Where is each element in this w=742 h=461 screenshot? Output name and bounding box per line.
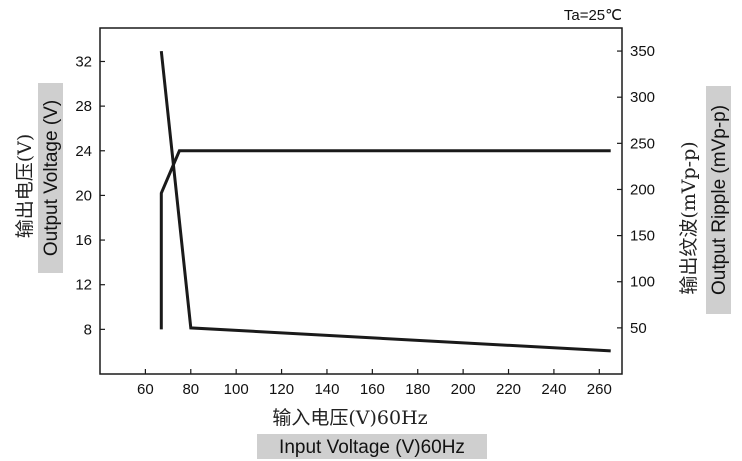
x-tick-label: 100 [224,381,249,398]
x-axis-ticks: 60 80 100 120 140 160 180 200 220 240 260 [137,369,612,398]
y-axis-left-label-en-highlight [38,83,63,273]
x-tick-label: 80 [182,381,199,398]
x-tick-label: 180 [405,381,430,398]
x-tick-label: 220 [496,381,521,398]
x-axis-label-en: Input Voltage (V)60Hz [279,437,465,458]
y-right-tick-label: 250 [630,135,655,152]
y-right-tick-label: 150 [630,228,655,245]
y-right-tick-label: 100 [630,274,655,291]
y-axis-right-ticks: 50 100 150 200 250 300 350 [617,43,655,337]
series-line-voltage [159,149,611,330]
annotation-temperature: Ta=25℃ [564,7,622,24]
x-tick-label: 200 [451,381,476,398]
series-line-ripple [159,50,611,353]
x-tick-label: 140 [314,381,339,398]
y-left-tick-label: 16 [75,232,92,249]
x-tick-label: 60 [137,381,154,398]
plot-area [99,27,623,375]
x-axis-label-en-highlight [257,434,487,459]
y-left-tick-label: 12 [75,277,92,294]
y-left-tick-label: 24 [75,143,92,160]
y-right-tick-label: 200 [630,181,655,198]
y-axis-right-label-cn: 输出纹波(mVp-p) [678,141,700,294]
y-axis-left-label-cn: 输出电压(V) [14,134,36,239]
series-group [159,50,611,353]
y-right-tick-label: 50 [630,320,647,337]
y-left-tick-label: 20 [75,187,92,204]
y-axis-right-label-en-highlight [706,86,731,314]
y-axis-right-label-en: Output Ripple (mVp-p) [709,105,730,295]
y-right-tick-label: 350 [630,43,655,60]
y-left-tick-label: 32 [75,53,92,70]
x-axis-label-cn: 输入电压(V)60Hz [272,407,427,429]
y-axis-left-label-en: Output Voltage (V) [41,100,62,256]
y-left-tick-label: 8 [84,321,92,338]
y-left-tick-label: 28 [75,98,92,115]
y-right-tick-label: 300 [630,89,655,106]
y-axis-left-ticks: 8 12 16 20 24 28 32 [75,53,105,338]
x-tick-label: 120 [269,381,294,398]
x-tick-label: 260 [587,381,612,398]
x-tick-label: 240 [541,381,566,398]
x-tick-label: 160 [360,381,385,398]
